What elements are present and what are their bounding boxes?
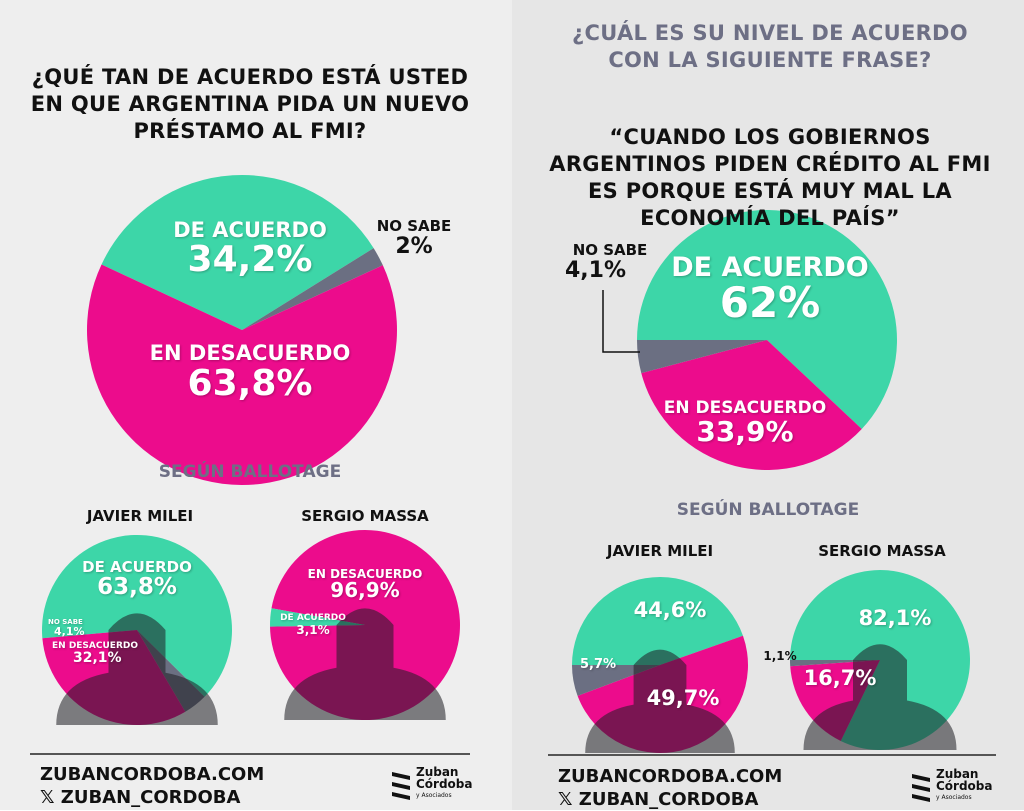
r-zuban-logo-icon bbox=[912, 774, 930, 802]
pie-slice-en-desacuerdo bbox=[641, 340, 862, 470]
pie-slice-no-sabe bbox=[242, 248, 383, 330]
r-massa-agree: 82,1% bbox=[858, 606, 932, 630]
milei-name: JAVIER MILEI bbox=[86, 507, 194, 525]
massa-name: SERGIO MASSA bbox=[301, 507, 429, 525]
leader-line bbox=[602, 290, 640, 353]
logo-line3: y Asociados bbox=[416, 792, 452, 799]
milei-disagree-label: EN DESACUERDO bbox=[52, 641, 138, 651]
r-value-disagree: 33,9% bbox=[696, 415, 794, 448]
massa-disagree-label: EN DESACUERDO bbox=[307, 567, 423, 581]
r-website-link[interactable]: ZUBANCORDOBA.COM bbox=[558, 766, 783, 787]
massa-agree-label: DE ACUERDO bbox=[280, 613, 346, 623]
ballotage-heading: SEGÚN BALLOTAGE bbox=[158, 462, 342, 482]
pie-slice-en-desacuerdo bbox=[86, 264, 397, 485]
r-milei-unsure: 5,7% bbox=[579, 657, 617, 672]
right-quote: “CUANDO LOS GOBIERNOS ARGENTINOS PIDEN C… bbox=[549, 125, 991, 230]
pie-slice-de-acuerdo bbox=[101, 175, 374, 330]
handle-link[interactable]: ZUBAN_CORDOBA bbox=[60, 787, 241, 808]
r-label-agree: DE ACUERDO bbox=[671, 252, 869, 283]
r-value-unsure: 4,1% bbox=[565, 258, 627, 283]
x-icon: 𝕏 bbox=[40, 787, 61, 808]
milei-disagree-value: 32,1% bbox=[73, 650, 122, 666]
pie-slice-de-acuerdo bbox=[572, 577, 743, 665]
r-ballotage-heading: SEGÚN BALLOTAGE bbox=[676, 500, 860, 520]
r-handle-link[interactable]: ZUBAN_CORDOBA bbox=[578, 789, 759, 810]
r-value-agree: 62% bbox=[719, 278, 821, 327]
r-logo-line2: Córdoba bbox=[936, 779, 993, 793]
r-milei-agree: 44,6% bbox=[633, 598, 707, 622]
website-link[interactable]: ZUBANCORDOBA.COM bbox=[40, 764, 265, 785]
logo-line2: Córdoba bbox=[416, 777, 473, 791]
r-milei-disagree: 49,7% bbox=[646, 686, 720, 710]
r-massa-unsure: 1,1% bbox=[763, 649, 797, 663]
r-massa-name: SERGIO MASSA bbox=[818, 542, 946, 560]
milei-agree-value: 63,8% bbox=[97, 574, 177, 600]
massa-disagree-value: 96,9% bbox=[330, 578, 400, 602]
logo-right: Zuban Córdoba y Asociados bbox=[910, 768, 993, 804]
value-unsure: 2% bbox=[395, 234, 433, 259]
left-divider bbox=[30, 753, 470, 755]
logo-line1: Zuban bbox=[416, 765, 459, 779]
candidate-photo bbox=[585, 649, 735, 753]
r-x-icon: 𝕏 bbox=[558, 789, 579, 810]
candidate-photo bbox=[56, 613, 218, 725]
candidate-photo bbox=[803, 644, 957, 750]
r-massa-disagree: 16,7% bbox=[803, 666, 877, 690]
label-unsure: NO SABE bbox=[376, 217, 452, 235]
r-label-unsure: NO SABE bbox=[572, 241, 648, 259]
label-disagree: EN DESACUERDO bbox=[149, 341, 351, 365]
r-label-disagree: EN DESACUERDO bbox=[663, 398, 827, 418]
left-footer: ZUBANCORDOBA.COM 𝕏 ZUBAN_CORDOBA bbox=[40, 763, 264, 809]
right-question: ¿CUÁL ES SU NIVEL DE ACUERDO CON LA SIGU… bbox=[572, 21, 968, 72]
candidate-photo bbox=[284, 608, 446, 720]
pie-slice-no-sabe bbox=[637, 340, 767, 374]
left-question: ¿QUÉ TAN DE ACUERDO ESTÁ USTED EN QUE AR… bbox=[30, 65, 470, 143]
massa-agree-value: 3,1% bbox=[296, 623, 330, 637]
value-agree: 34,2% bbox=[187, 239, 313, 280]
zuban-logo-icon bbox=[392, 772, 410, 800]
right-footer: ZUBANCORDOBA.COM 𝕏 ZUBAN_CORDOBA bbox=[558, 765, 782, 811]
milei-agree-label: DE ACUERDO bbox=[82, 558, 192, 576]
right-divider bbox=[548, 754, 996, 756]
label-agree: DE ACUERDO bbox=[173, 218, 327, 242]
r-logo-line3: y Asociados bbox=[936, 794, 972, 801]
r-logo-line1: Zuban bbox=[936, 767, 979, 781]
pie-slice-de-acuerdo bbox=[637, 210, 898, 429]
milei-unsure-label: NO SABE bbox=[48, 618, 83, 626]
milei-unsure-value: 4,1% bbox=[54, 625, 85, 638]
logo-left: Zuban Córdoba y Asociados bbox=[390, 766, 473, 802]
value-disagree: 63,8% bbox=[187, 363, 313, 404]
r-milei-name: JAVIER MILEI bbox=[606, 542, 714, 560]
